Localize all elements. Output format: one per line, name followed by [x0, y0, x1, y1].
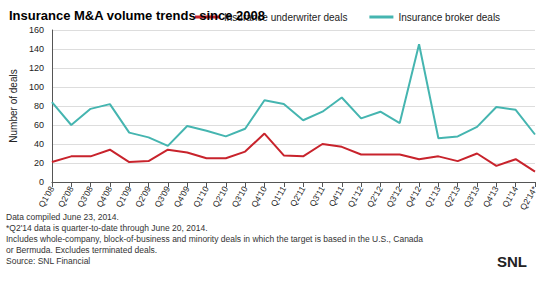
svg-text:120: 120: [29, 63, 44, 73]
svg-text:140: 140: [29, 44, 44, 54]
svg-text:Q3'08: Q3'08: [75, 184, 95, 209]
svg-text:Q2'13: Q2'13: [442, 184, 462, 209]
svg-text:60: 60: [34, 120, 44, 130]
svg-text:Q3'10: Q3'10: [230, 184, 250, 209]
svg-text:Q1'12: Q1'12: [346, 184, 366, 209]
svg-text:Q1'09: Q1'09: [114, 184, 134, 209]
svg-text:Q2'14*: Q2'14*: [518, 184, 540, 212]
svg-text:Q3'11: Q3'11: [307, 184, 327, 208]
svg-text:*Q2'14 data is quarter-to-date: *Q2'14 data is quarter-to-date through J…: [6, 223, 208, 233]
svg-text:Q1'10: Q1'10: [191, 184, 211, 209]
svg-text:Q4'12: Q4'12: [404, 184, 424, 209]
svg-text:Q3'12: Q3'12: [384, 184, 404, 209]
svg-text:Q4'10: Q4'10: [249, 184, 269, 209]
svg-text:SNL: SNL: [497, 253, 527, 270]
svg-text:Includes whole-company, block-: Includes whole-company, block-of-busines…: [6, 234, 423, 244]
svg-text:100: 100: [29, 82, 44, 92]
svg-text:Q1'14: Q1'14: [500, 184, 520, 209]
svg-text:80: 80: [34, 101, 44, 111]
svg-text:Q3'13: Q3'13: [462, 184, 482, 209]
svg-text:Q2'11: Q2'11: [288, 184, 308, 208]
svg-text:Q2'08: Q2'08: [56, 184, 76, 209]
svg-text:Q2'12: Q2'12: [365, 184, 385, 209]
svg-text:Data compiled June 23, 2014.: Data compiled June 23, 2014.: [6, 212, 119, 222]
svg-text:Q2'09: Q2'09: [133, 184, 153, 209]
svg-text:20: 20: [34, 158, 44, 168]
svg-text:Q3'09: Q3'09: [152, 184, 172, 209]
svg-text:Q4'09: Q4'09: [172, 184, 192, 209]
svg-text:40: 40: [34, 139, 44, 149]
svg-text:Q1'08: Q1'08: [36, 184, 56, 209]
svg-text:160: 160: [29, 25, 44, 35]
svg-text:Source: SNL Financial: Source: SNL Financial: [6, 256, 90, 266]
svg-text:Insurance M&A volume trends si: Insurance M&A volume trends since 2008: [9, 8, 265, 23]
svg-text:Q4'13: Q4'13: [481, 184, 501, 209]
svg-text:Insurance broker deals: Insurance broker deals: [398, 12, 500, 23]
svg-text:Q1'11: Q1'11: [269, 184, 289, 208]
svg-text:0: 0: [39, 177, 44, 187]
svg-text:Q1'13: Q1'13: [423, 184, 443, 209]
svg-text:Q4'11: Q4'11: [327, 184, 347, 208]
svg-text:Insurance underwriter deals: Insurance underwriter deals: [224, 11, 348, 23]
svg-text:Number of deals: Number of deals: [8, 69, 19, 142]
svg-text:Q4'08: Q4'08: [94, 184, 114, 209]
svg-text:Q2'10: Q2'10: [210, 184, 230, 209]
svg-text:or Bermuda. Excludes terminate: or Bermuda. Excludes terminated deals.: [6, 245, 157, 255]
